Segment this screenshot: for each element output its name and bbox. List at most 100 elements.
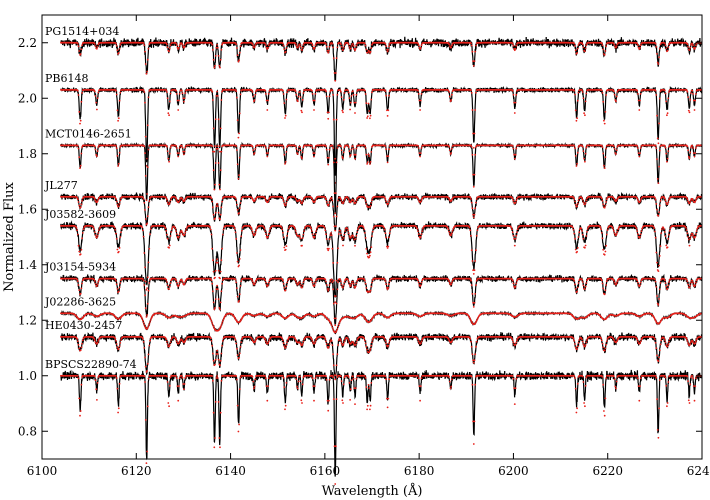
model-point [420,147,423,149]
model-point [516,228,519,231]
model-point [417,147,420,149]
model-point [450,46,453,49]
model-point [94,148,97,151]
model-point [419,109,421,111]
model-point [211,282,214,285]
model-point [311,144,313,147]
model-point [175,197,178,200]
model-point [343,233,346,236]
model-point [118,286,121,289]
model-point [76,229,78,232]
model-point [216,205,219,208]
model-point [510,226,513,229]
model-point [214,217,216,220]
model-point [342,237,345,239]
model-point [96,108,98,111]
model-point [149,233,151,236]
model-point [475,44,477,47]
model-point [214,64,216,67]
model-point [388,45,390,48]
model-point [294,227,296,230]
model-point [168,50,171,53]
model-point [325,238,328,240]
model-point [448,230,450,233]
model-point [336,147,339,149]
model-point [236,47,238,49]
model-point [448,43,450,46]
model-point [168,201,171,204]
model-point [185,229,187,232]
model-point [115,89,117,92]
model-point [603,167,606,170]
model-point [181,232,184,234]
model-point [335,279,338,282]
model-point [241,229,243,232]
model-point [686,145,689,148]
model-point [216,95,219,97]
model-point [301,98,304,101]
model-point [266,109,269,111]
model-point [77,201,80,203]
model-point [82,228,85,231]
model-point [335,118,338,121]
model-point [387,245,390,248]
model-point [605,94,607,96]
model-point [116,49,119,52]
model-point [514,101,517,104]
model-point [348,235,351,237]
model-point [240,235,243,238]
model-point [653,227,656,230]
model-point [221,90,224,93]
model-point [605,198,608,201]
model-point [81,232,84,234]
model-point [235,199,238,202]
model-point [687,109,690,112]
model-point [301,151,304,154]
model-point [113,226,116,229]
model-point [331,42,334,45]
model-point [116,248,119,251]
model-point [366,51,369,54]
model-point [665,152,668,155]
model-point [115,280,117,282]
model-point [689,46,692,49]
model-point [178,147,181,149]
model-point [325,90,327,93]
model-point [371,230,374,233]
model-point [342,157,344,160]
model-point [419,200,422,203]
model-point [602,248,605,251]
model-point [577,44,580,46]
model-point [80,152,83,155]
model-point [310,227,313,230]
model-point [328,201,331,203]
model-point [285,201,288,204]
model-point [636,42,639,45]
model-point [694,152,697,155]
model-point [296,46,299,49]
model-point [419,152,422,155]
model-point [211,90,214,93]
model-point [180,230,183,233]
model-point [585,235,588,237]
model-point [615,233,618,235]
model-point [284,204,287,207]
model-point [371,281,373,284]
model-point [511,90,514,92]
model-point [265,99,268,102]
model-point [168,246,171,249]
model-point [422,227,424,230]
model-point [144,280,147,283]
model-point [582,201,585,204]
model-point [340,236,343,238]
model-point [658,122,660,125]
model-point [511,228,513,231]
model-point [216,46,219,49]
model-point [387,109,390,112]
model-point [214,162,217,164]
model-point [334,229,337,232]
model-point [326,49,329,52]
model-point [215,95,218,97]
model-point [166,46,169,49]
model-point [366,252,368,255]
